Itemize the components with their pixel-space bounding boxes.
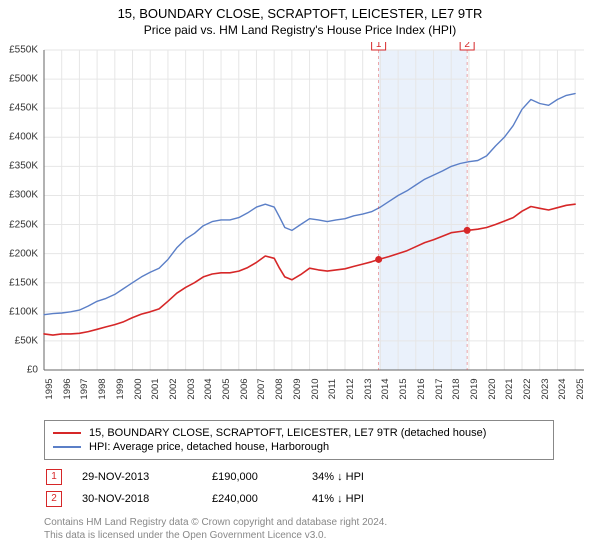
x-tick-label: 2003 xyxy=(186,378,197,399)
x-tick-label: 1995 xyxy=(44,378,55,399)
x-tick-label: 1998 xyxy=(97,378,108,399)
transaction-date: 30-NOV-2018 xyxy=(82,493,212,505)
footer-text: Contains HM Land Registry data © Crown c… xyxy=(44,516,387,542)
y-tick-label: £550K xyxy=(0,45,38,56)
x-tick-label: 2019 xyxy=(469,378,480,399)
y-tick-label: £500K xyxy=(0,74,38,85)
legend-item: HPI: Average price, detached house, Harb… xyxy=(53,440,545,454)
x-tick-label: 2015 xyxy=(398,378,409,399)
transaction-price: £190,000 xyxy=(212,471,312,483)
legend-item: 15, BOUNDARY CLOSE, SCRAPTOFT, LEICESTER… xyxy=(53,426,545,440)
y-tick-label: £150K xyxy=(0,277,38,288)
x-tick-label: 2022 xyxy=(522,378,533,399)
chart-subtitle: Price paid vs. HM Land Registry's House … xyxy=(0,21,600,37)
y-tick-label: £450K xyxy=(0,103,38,114)
x-tick-label: 2023 xyxy=(540,378,551,399)
x-tick-label: 1997 xyxy=(79,378,90,399)
transaction-row: 2 30-NOV-2018£240,00041% ↓ HPI xyxy=(44,488,554,510)
legend-label: 15, BOUNDARY CLOSE, SCRAPTOFT, LEICESTER… xyxy=(89,427,486,439)
x-tick-label: 2000 xyxy=(133,378,144,399)
x-tick-label: 2025 xyxy=(575,378,586,399)
x-tick-label: 2012 xyxy=(345,378,356,399)
transaction-badge: 1 xyxy=(46,469,62,485)
x-tick-label: 2013 xyxy=(363,378,374,399)
x-tick-label: 2004 xyxy=(203,378,214,399)
footer-line-1: Contains HM Land Registry data © Crown c… xyxy=(44,516,387,529)
y-tick-label: £350K xyxy=(0,161,38,172)
chart-svg: 12 xyxy=(0,42,600,412)
y-tick-label: £400K xyxy=(0,132,38,143)
chart-title: 15, BOUNDARY CLOSE, SCRAPTOFT, LEICESTER… xyxy=(0,0,600,21)
x-tick-label: 2009 xyxy=(292,378,303,399)
x-tick-label: 2011 xyxy=(327,379,338,399)
transaction-row: 1 29-NOV-2013£190,00034% ↓ HPI xyxy=(44,466,554,488)
x-tick-label: 2007 xyxy=(256,378,267,399)
x-tick-label: 2016 xyxy=(416,378,427,399)
y-tick-label: £300K xyxy=(0,190,38,201)
y-tick-label: £100K xyxy=(0,306,38,317)
y-tick-label: £0 xyxy=(0,365,38,376)
y-tick-label: £200K xyxy=(0,248,38,259)
x-tick-label: 2014 xyxy=(380,378,391,399)
x-tick-label: 2024 xyxy=(557,378,568,399)
transaction-date: 29-NOV-2013 xyxy=(82,471,212,483)
x-tick-label: 2021 xyxy=(504,378,515,399)
chart-container: 15, BOUNDARY CLOSE, SCRAPTOFT, LEICESTER… xyxy=(0,0,600,560)
footer-line-2: This data is licensed under the Open Gov… xyxy=(44,529,387,542)
legend-swatch xyxy=(53,432,81,434)
x-tick-label: 2006 xyxy=(239,378,250,399)
x-tick-label: 2005 xyxy=(221,378,232,399)
svg-text:1: 1 xyxy=(376,42,382,50)
y-tick-label: £250K xyxy=(0,219,38,230)
x-tick-label: 2001 xyxy=(150,378,161,399)
x-tick-label: 2010 xyxy=(310,378,321,399)
chart-plot-area: 12 £0£50K£100K£150K£200K£250K£300K£350K£… xyxy=(0,42,600,412)
x-tick-label: 2008 xyxy=(274,378,285,399)
transaction-badge: 2 xyxy=(46,491,62,507)
transaction-price: £240,000 xyxy=(212,493,312,505)
svg-text:2: 2 xyxy=(464,42,470,50)
y-tick-label: £50K xyxy=(0,335,38,346)
x-tick-label: 1999 xyxy=(115,378,126,399)
transaction-pct: 41% ↓ HPI xyxy=(312,493,432,505)
x-tick-label: 2017 xyxy=(434,378,445,399)
x-tick-label: 2002 xyxy=(168,378,179,399)
legend-label: HPI: Average price, detached house, Harb… xyxy=(89,441,329,453)
legend: 15, BOUNDARY CLOSE, SCRAPTOFT, LEICESTER… xyxy=(44,420,554,460)
x-tick-label: 1996 xyxy=(62,378,73,399)
transaction-pct: 34% ↓ HPI xyxy=(312,471,432,483)
x-tick-label: 2020 xyxy=(487,378,498,399)
legend-swatch xyxy=(53,446,81,448)
x-tick-label: 2018 xyxy=(451,378,462,399)
transactions-table: 1 29-NOV-2013£190,00034% ↓ HPI 2 30-NOV-201… xyxy=(44,466,554,510)
